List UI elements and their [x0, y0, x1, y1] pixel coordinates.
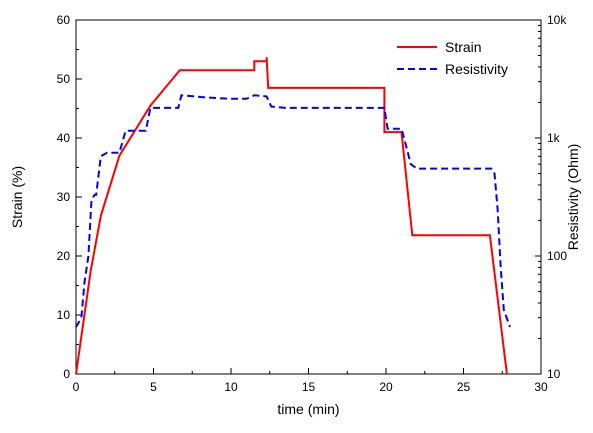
x-tick-label: 20 — [379, 380, 393, 394]
x-tick-label: 25 — [457, 380, 471, 394]
series-line-strain — [75, 57, 508, 375]
legend-label-strain: Strain — [445, 39, 482, 55]
y-axis-title: Strain (%) — [9, 166, 25, 228]
y2-tick-label: 10 — [547, 367, 561, 381]
y-tick-label: 40 — [57, 131, 71, 145]
y-tick-label: 50 — [57, 72, 71, 86]
y2-tick-label: 100 — [547, 249, 567, 263]
y-tick-label: 20 — [57, 249, 71, 263]
y-tick-label: 0 — [63, 367, 70, 381]
x-tick-label: 0 — [73, 380, 80, 394]
y-tick-label: 60 — [57, 13, 71, 27]
y2-tick-label: 1k — [547, 131, 561, 145]
x-tick-label: 5 — [150, 380, 157, 394]
series-layer — [75, 57, 511, 375]
y-tick-label: 10 — [57, 308, 71, 322]
x-tick-label: 30 — [534, 380, 548, 394]
y-tick-label: 30 — [57, 190, 71, 204]
series-line-resistivity — [75, 94, 511, 328]
legend: Strain Resistivity — [397, 39, 508, 77]
x-axis-title: time (min) — [277, 401, 339, 417]
x-tick-label: 15 — [302, 380, 316, 394]
ticks-layer: 0 5 10 15 20 25 30 0 10 20 30 40 50 60 10 100 1k 10k — [57, 13, 568, 394]
y2-axis-title: Resistivity (Ohm) — [565, 144, 581, 251]
y2-tick-label: 10k — [547, 13, 567, 27]
x-tick-label: 10 — [224, 380, 238, 394]
legend-label-resistivity: Resistivity — [445, 61, 508, 77]
